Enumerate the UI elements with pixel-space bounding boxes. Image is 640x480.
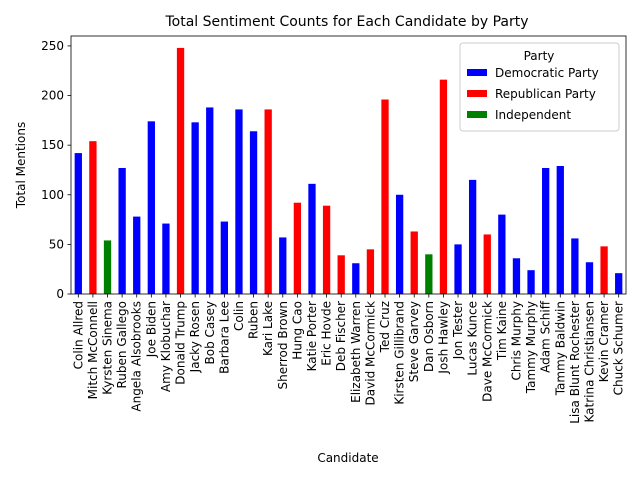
x-tick-label: Jacky Rosen <box>188 301 202 373</box>
legend-entry-label: Republican Party <box>495 87 596 101</box>
bar-barbara-lee <box>220 221 228 294</box>
bar-jacky-rosen <box>191 122 199 294</box>
x-tick-label: Eric Hovde <box>320 301 334 366</box>
bar-kari-lake <box>264 109 272 295</box>
x-tick-label: Steve Garvey <box>407 301 421 382</box>
y-tick-label: 100 <box>41 188 64 202</box>
x-tick-label: Kevin Cramer <box>597 301 611 382</box>
legend-box <box>459 42 620 132</box>
y-axis: 0 50 100 150 200 250 <box>41 39 71 301</box>
bar-adam-schiff <box>542 167 550 294</box>
x-axis-title: Candidate <box>317 451 378 465</box>
x-tick-label: Josh Hawley <box>436 301 450 375</box>
x-tick-label: Ted Cruz <box>378 301 392 353</box>
y-tick-label: 0 <box>56 287 64 301</box>
bar-jon-tester <box>454 244 462 294</box>
x-tick-label: David McCormick <box>363 301 377 405</box>
y-tick-label: 200 <box>41 89 64 103</box>
bar-chuck-schumer <box>615 273 623 294</box>
x-tick-label: Kari Lake <box>261 301 275 356</box>
y-tick-label: 50 <box>49 237 64 251</box>
bar-steve-garvey <box>410 231 418 294</box>
bars-group <box>74 47 623 295</box>
chart-title: Total Sentiment Counts for Each Candidat… <box>165 14 529 30</box>
x-tick-label: Donald Trump <box>174 301 188 385</box>
legend-entry-label: Democratic Party <box>495 66 599 80</box>
x-tick-label: Chris Murphy <box>509 301 523 381</box>
legend-swatch <box>467 69 487 76</box>
x-tick-label: Elizabeth Warren <box>349 301 363 403</box>
bar-lucas-kunce <box>468 179 477 294</box>
bar-dan-osborn <box>425 254 433 294</box>
bar-hung-cao <box>293 202 302 294</box>
x-tick-label: Dan Osborn <box>422 301 436 372</box>
bar-katie-porter <box>308 183 316 294</box>
x-tick-label: Bob Casey <box>203 301 217 364</box>
x-tick-label: Barbara Lee <box>217 301 231 374</box>
bar-lisa-blunt-rochester <box>571 238 579 294</box>
bar-donald-trump <box>176 47 185 294</box>
bar-mitch-mcconnell <box>89 141 97 294</box>
bar-sherrod-brown <box>279 237 287 294</box>
x-tick-label: Dave McCormick <box>480 301 494 402</box>
x-tick-label: Joe Biden <box>144 301 158 358</box>
x-tick-label: Mitch McConnell <box>86 301 100 399</box>
x-tick-label: Sherrod Brown <box>276 301 290 389</box>
x-tick-label: Katrina Christiansen <box>582 301 596 423</box>
x-tick-label: Ruben Gallego <box>115 301 129 389</box>
x-tick-label: Hung Cao <box>290 301 304 360</box>
bar-angela-alsobrooks <box>133 216 141 294</box>
legend-entry-label: Independent <box>495 108 571 122</box>
legend-title: Party <box>524 49 555 63</box>
y-axis-title: Total Mentions <box>14 122 28 209</box>
x-tick-label: Lisa Blunt Rochester <box>568 301 582 424</box>
y-tick-label: 250 <box>41 39 64 53</box>
x-tick-label: Tammy Baldwin <box>553 301 567 396</box>
x-tick-label: Colin Allred <box>71 301 85 369</box>
bar-chris-murphy <box>512 258 521 294</box>
bar-david-mccormick <box>366 249 375 294</box>
bar-eric-hovde <box>322 205 331 294</box>
bar-josh-hawley <box>439 79 448 294</box>
x-tick-label: Jon Tester <box>451 301 465 360</box>
bar-deb-fischer <box>337 255 345 294</box>
bar-elizabeth-warren <box>352 263 360 294</box>
x-tick-label: Angela Alsobrooks <box>130 301 144 412</box>
x-tick-label: Colin <box>232 301 246 331</box>
bar-dave-mccormick <box>483 234 491 294</box>
x-tick-label: Deb Fischer <box>334 301 348 371</box>
y-tick-label: 150 <box>41 138 64 152</box>
bar-joe-biden <box>147 121 155 294</box>
x-tick-label: Kyrsten Sinema <box>101 301 115 395</box>
bar-colin-allred <box>74 153 82 294</box>
x-axis: Colin Allred Mitch McConnell Kyrsten Sinem… <box>71 294 626 424</box>
x-tick-label: Kirsten Gillibrand <box>393 301 407 405</box>
bar-kirsten-gillibrand <box>395 194 404 294</box>
plot-frame <box>70 35 627 295</box>
x-tick-label: Tammy Murphy <box>524 301 538 394</box>
bar-ruben <box>249 131 258 294</box>
x-tick-label: Lucas Kunce <box>466 301 480 376</box>
bar-bob-casey <box>206 107 214 294</box>
bar-kevin-cramer <box>600 246 608 294</box>
x-tick-label: Adam Schiff <box>539 300 553 373</box>
bar-tammy-baldwin <box>556 165 564 294</box>
legend-swatch <box>467 90 487 97</box>
bar-tammy-murphy <box>527 270 535 294</box>
bar-colin <box>235 109 243 295</box>
x-tick-label: Tim Kaine <box>495 301 509 361</box>
bar-tim-kaine <box>498 214 506 294</box>
x-tick-label: Katie Porter <box>305 301 319 371</box>
bar-amy-klobuchar <box>162 223 170 294</box>
x-tick-label: Chuck Schumer <box>612 301 626 395</box>
bar-katrina-christiansen <box>585 262 594 294</box>
bar-ruben-gallego <box>118 167 126 294</box>
legend-swatch <box>467 111 487 118</box>
legend: Party Democratic Party Republican Party In… <box>459 42 620 132</box>
x-tick-label: Ruben <box>247 301 261 339</box>
bar-kyrsten-sinema <box>103 240 112 294</box>
x-tick-label: Amy Klobuchar <box>159 301 173 392</box>
bar-ted-cruz <box>381 99 389 294</box>
